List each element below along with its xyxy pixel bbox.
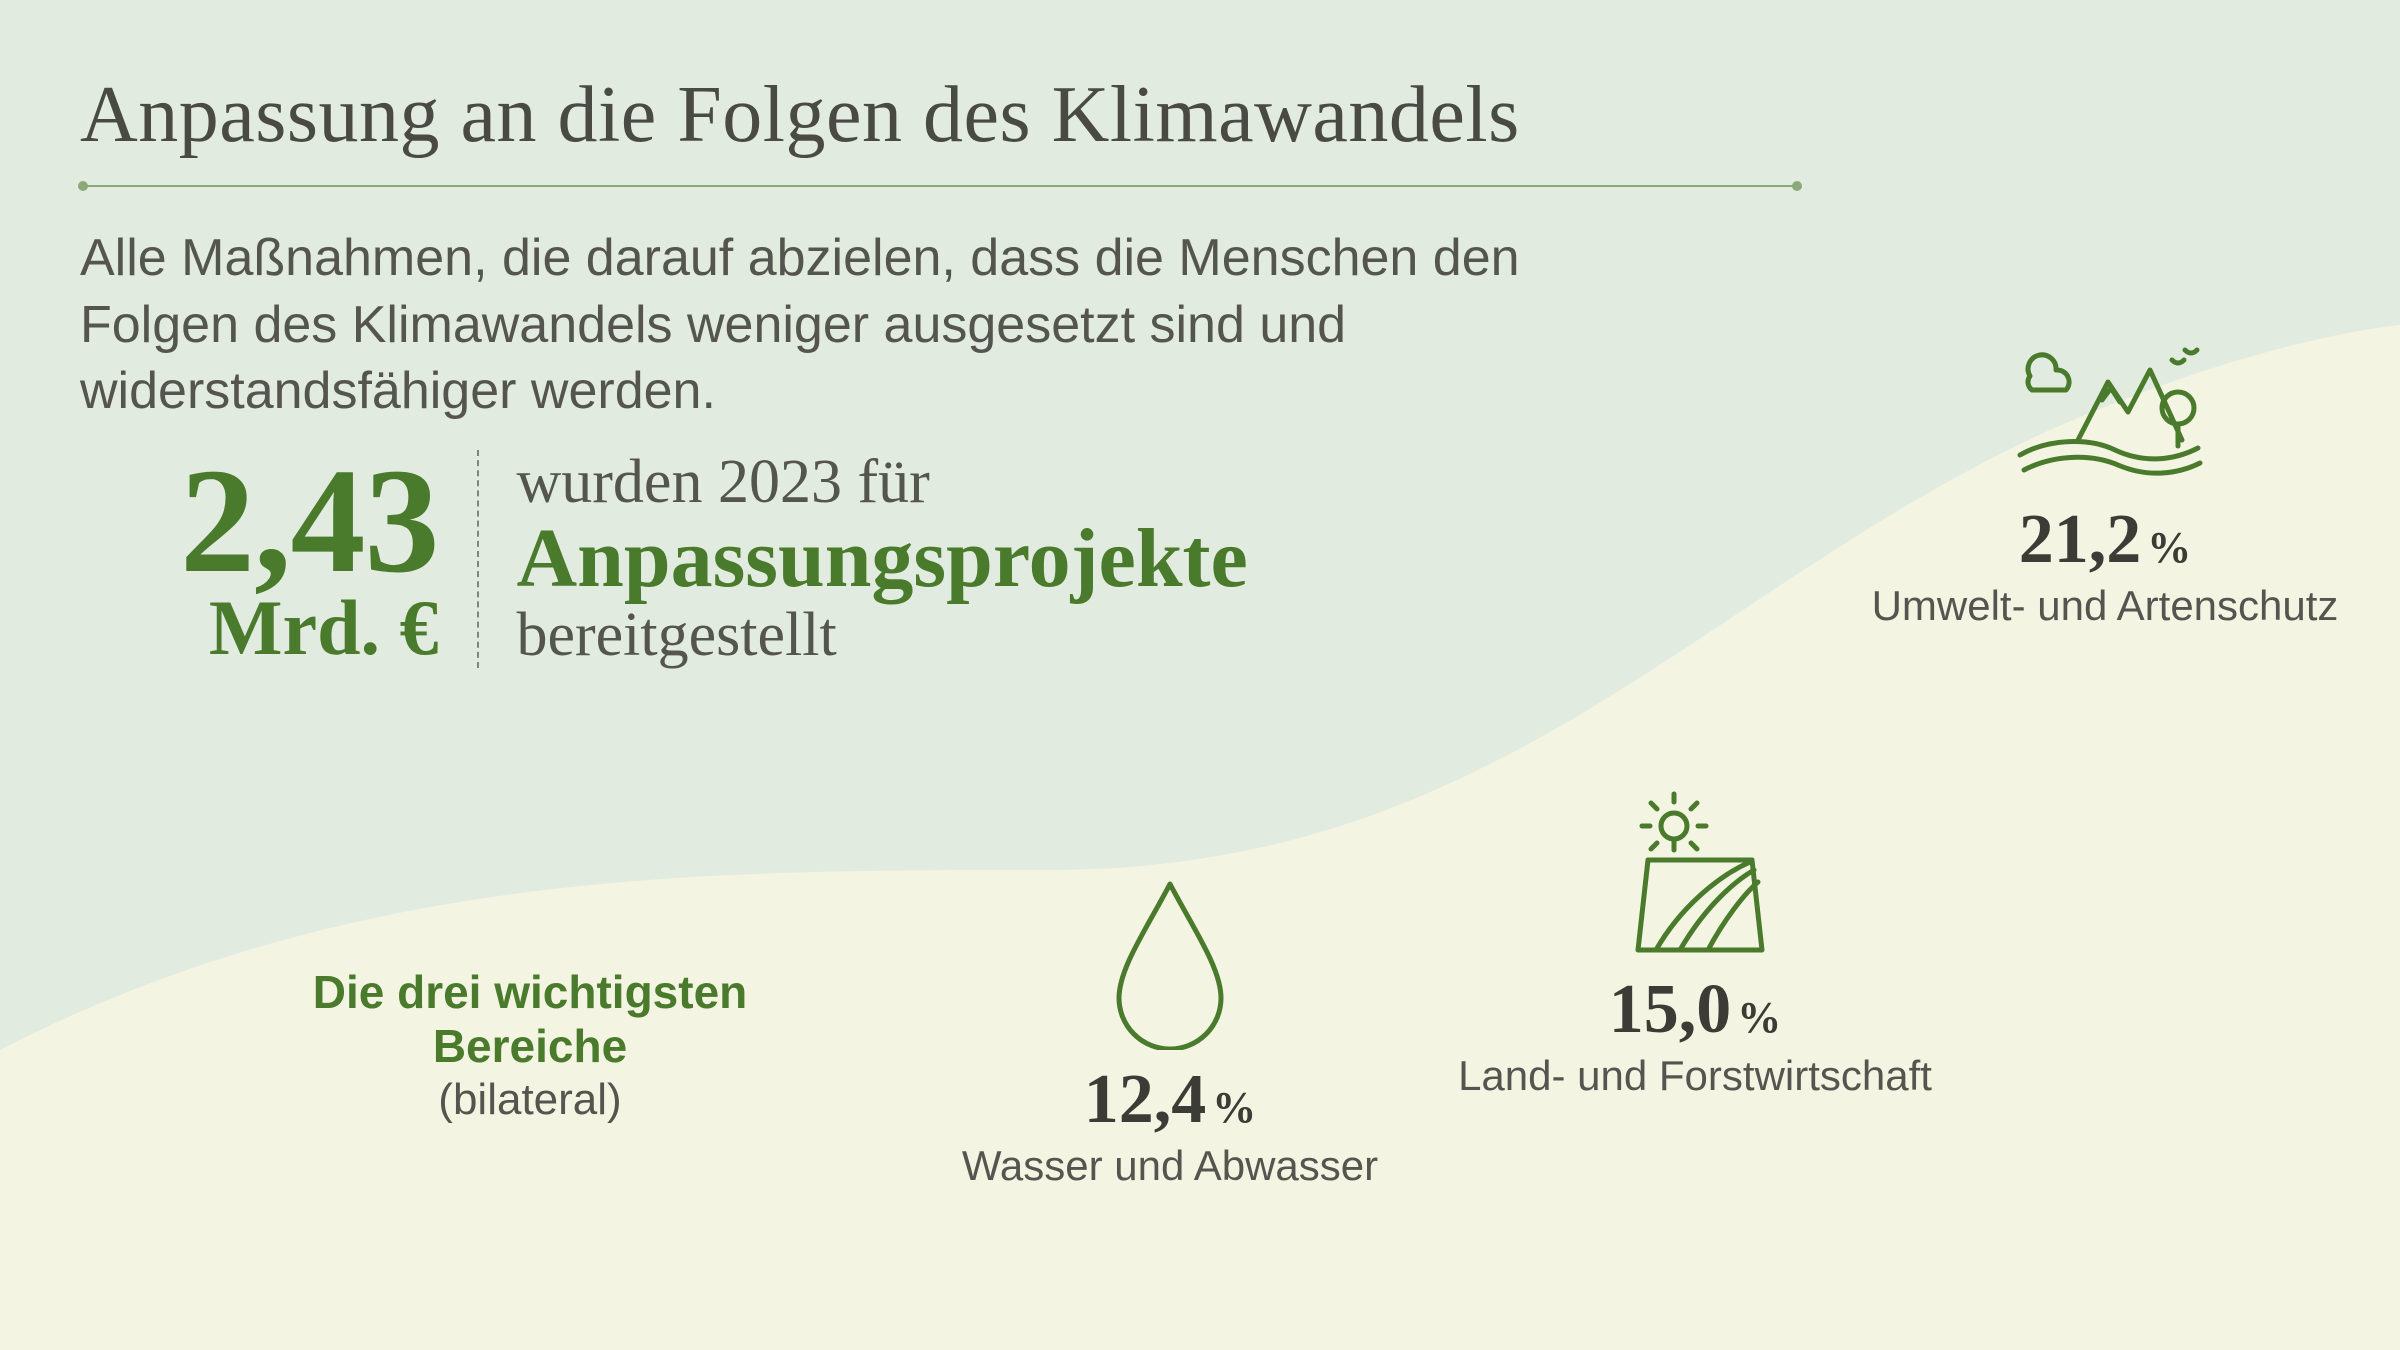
- hero-line1: wurden 2023 für: [517, 450, 1248, 515]
- percent-sign: %: [1212, 1083, 1256, 1132]
- page-title: Anpassung an die Folgen des Klimawandels: [80, 70, 1520, 161]
- subtitle-text: Alle Maßnahmen, die darauf abzielen, das…: [80, 225, 1630, 425]
- percent-sign: %: [2147, 523, 2191, 572]
- sector-water-value: 12,4%: [940, 1060, 1400, 1140]
- field-sun-icon: [1610, 790, 1780, 960]
- sector-water-label: Wasser und Abwasser: [940, 1142, 1400, 1190]
- sector-agriculture: 15,0% Land- und Forstwirtschaft: [1430, 790, 1960, 1100]
- percent-sign: %: [1737, 993, 1781, 1042]
- sector-water: 12,4% Wasser und Abwasser: [940, 870, 1400, 1190]
- sector-environment-number: 21,2: [2019, 501, 2142, 578]
- sectors-heading: Die drei wichtigsten Bereiche (bilateral…: [220, 965, 840, 1125]
- sector-environment: 21,2% Umwelt- und Artenschutz: [1870, 330, 2340, 630]
- infographic-canvas: Anpassung an die Folgen des Klimawandels…: [0, 0, 2400, 1350]
- sector-agriculture-label: Land- und Forstwirtschaft: [1430, 1052, 1960, 1100]
- hero-stat: 2,43 Mrd. € wurden 2023 für Anpassungspr…: [180, 450, 1248, 668]
- water-drop-icon: [1105, 870, 1235, 1050]
- sector-agriculture-number: 15,0: [1609, 971, 1732, 1048]
- sector-environment-value: 21,2%: [1870, 500, 2340, 580]
- nature-landscape-icon: [2000, 330, 2210, 490]
- hero-description: wurden 2023 für Anpassungsprojekte berei…: [479, 450, 1248, 668]
- hero-line3: bereitgestellt: [517, 603, 1248, 668]
- hero-unit: Mrd. €: [180, 589, 439, 667]
- sector-agriculture-value: 15,0%: [1430, 970, 1960, 1050]
- sectors-heading-sub: (bilateral): [220, 1075, 840, 1125]
- title-underline: [80, 185, 1800, 187]
- hero-value-block: 2,43 Mrd. €: [180, 450, 477, 668]
- sectors-heading-main: Die drei wichtigsten Bereiche: [220, 965, 840, 1073]
- hero-line2: Anpassungsprojekte: [517, 515, 1248, 603]
- sector-water-number: 12,4: [1084, 1061, 1207, 1138]
- hero-number: 2,43: [180, 450, 439, 593]
- sector-environment-label: Umwelt- und Artenschutz: [1870, 582, 2340, 630]
